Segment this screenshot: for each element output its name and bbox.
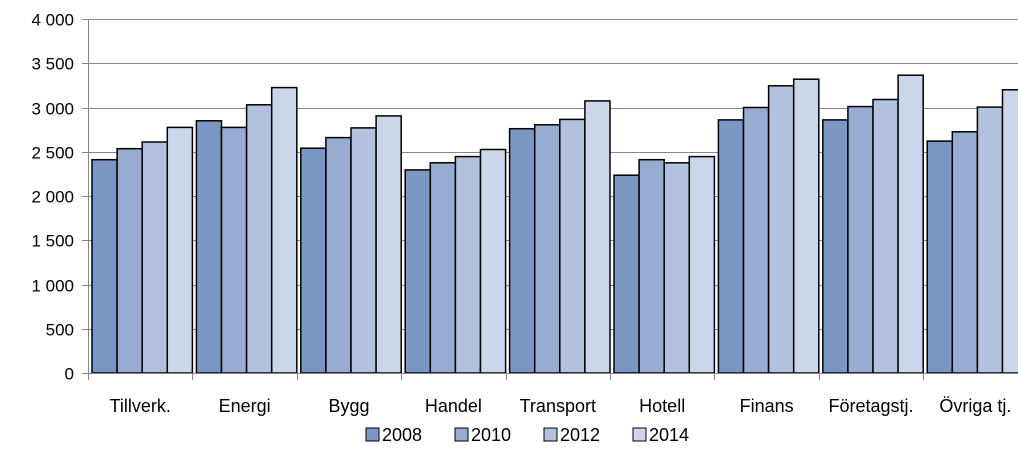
legend-label: 2012 (560, 425, 600, 445)
bar-2012-3 (350, 127, 377, 374)
bar-2012-5 (559, 118, 586, 374)
bar-2014-8 (897, 74, 924, 374)
legend-swatch (454, 427, 469, 442)
bar-2008-2 (195, 120, 223, 374)
bar-2012-6 (663, 162, 691, 374)
bar-2014-5 (584, 100, 611, 374)
bar-2010-9 (951, 131, 979, 374)
bar-2012-7 (767, 85, 795, 374)
legend-swatch (543, 427, 558, 442)
bar-2014-4 (479, 148, 507, 374)
x-category-label: Energi (219, 396, 271, 416)
x-category-label: Tillverk. (110, 396, 171, 416)
y-tick-label: 0 (65, 365, 74, 384)
x-category-label: Övriga tj. (939, 396, 1011, 416)
bar-2010-3 (325, 136, 352, 374)
x-category-label: Finans (740, 396, 794, 416)
bar-2008-9 (926, 140, 954, 374)
bar-2008-3 (300, 147, 327, 374)
bar-2014-7 (792, 78, 820, 374)
y-axis-tick-labels: 4 000 3 500 3 000 2 500 2 000 1 500 1 000 500 0 (31, 11, 74, 384)
bar-2008-1 (91, 158, 118, 374)
x-category-label: Handel (425, 396, 482, 416)
legend: 2008 2010 2012 2014 (365, 425, 689, 445)
bar-2014-3 (375, 115, 402, 374)
bar-2014-2 (270, 86, 298, 374)
x-category-label: Hotell (639, 396, 685, 416)
bars (91, 74, 1018, 374)
y-tick-label: 1 500 (31, 232, 74, 251)
bar-2012-1 (141, 141, 169, 374)
bar-2012-2 (245, 104, 273, 374)
x-axis-category-labels: Tillverk. Energi Bygg Handel Transport Hotell… (110, 396, 1012, 416)
x-category-label: Transport (520, 396, 596, 416)
legend-swatch (632, 427, 647, 442)
y-tick-label: 4 000 (31, 11, 74, 30)
bar-2010-4 (429, 162, 457, 374)
bar-2012-4 (454, 155, 482, 374)
bar-2008-6 (613, 174, 640, 374)
bar-2012-9 (976, 106, 1004, 374)
y-tick-label: 3 500 (31, 55, 74, 74)
y-tick-label: 2 500 (31, 144, 74, 163)
x-category-label: Företagstj. (828, 396, 913, 416)
y-tick-label: 500 (46, 321, 74, 340)
x-category-label: Bygg (328, 396, 369, 416)
y-tick-label: 3 000 (31, 100, 74, 119)
bar-2010-6 (638, 158, 665, 374)
bar-2010-2 (220, 126, 248, 374)
bar-2010-7 (742, 106, 770, 374)
bar-2008-5 (508, 127, 536, 374)
y-tick-label: 2 000 (31, 188, 74, 207)
axes (82, 19, 1018, 380)
bar-2008-7 (717, 119, 745, 374)
legend-label: 2008 (382, 425, 422, 445)
legend-swatch (365, 427, 380, 442)
bar-2010-1 (116, 147, 143, 374)
bar-2014-9 (1001, 89, 1018, 374)
bar-2008-4 (404, 169, 432, 374)
bar-2014-6 (688, 155, 716, 374)
bar-2012-8 (872, 98, 899, 374)
legend-label: 2014 (649, 425, 689, 445)
bar-2010-5 (533, 124, 561, 374)
bar-2008-8 (822, 119, 849, 374)
bar-2014-1 (166, 126, 194, 374)
legend-label: 2010 (471, 425, 511, 445)
bar-2010-8 (847, 105, 874, 374)
y-tick-label: 1 000 (31, 277, 74, 296)
